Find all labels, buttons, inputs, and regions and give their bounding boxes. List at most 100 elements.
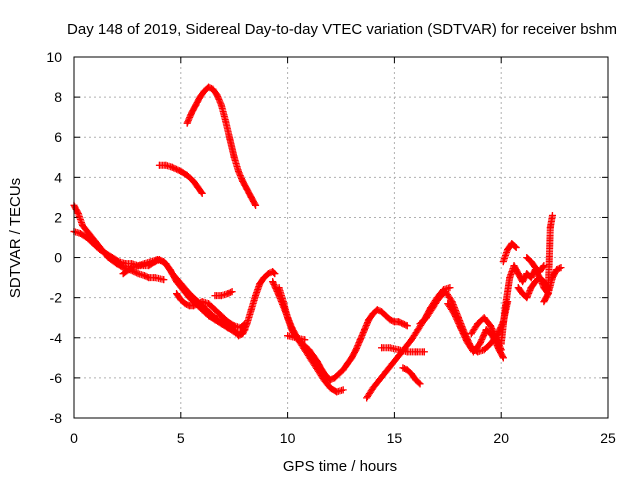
y-tick-label: 6 [54,129,62,145]
data-point [194,300,202,308]
data-point [281,308,289,316]
data-point [243,185,251,193]
data-point [546,223,554,231]
data-point [217,292,225,300]
data-point [487,322,495,330]
data-point [501,302,509,310]
data-point [230,153,238,161]
data-point [181,300,189,308]
y-tick-label: -6 [50,370,63,386]
data-point [162,260,170,268]
data-point [76,229,84,237]
data-point [168,163,176,171]
data-point [320,376,328,384]
data-point [527,274,535,282]
data-point [412,348,420,356]
data-point [177,296,185,304]
data-point [369,310,377,318]
data-point [386,344,394,352]
data-point [395,352,403,360]
data-point [412,376,420,384]
data-point [183,119,191,127]
data-point [487,340,495,348]
data-point [190,177,198,185]
data-points [70,83,565,402]
data-point [399,364,407,372]
data-point [190,302,198,310]
data-point [348,354,356,362]
data-point [256,280,264,288]
series-pass-7 [211,288,236,300]
data-point [407,370,415,378]
series-pass-10 [284,332,309,344]
x-tick-label: 25 [600,430,616,446]
data-point [403,322,411,330]
data-point [205,83,213,91]
series-pass-13 [399,364,424,388]
data-point [407,336,415,344]
data-point [499,354,507,362]
data-point [247,193,255,201]
data-point [217,101,225,109]
data-point [386,316,394,324]
y-tick-label: 2 [54,209,62,225]
data-point [531,264,539,272]
data-point [205,300,213,308]
data-point [228,288,236,296]
data-point [187,109,195,117]
data-point [119,270,127,278]
data-point [416,380,424,388]
data-point [198,298,206,306]
data-point [217,312,225,320]
data-point [307,356,315,364]
y-axis-ticks: -8 -6 -4 -2 0 2 4 6 8 10 [46,49,608,426]
data-point [85,229,93,237]
data-point [382,312,390,320]
data-point [252,292,260,300]
chart-title: Day 148 of 2019, Sidereal Day-to-day VTE… [67,21,617,38]
series-pass-20 [523,254,548,276]
data-point [168,270,176,278]
x-axis-label: GPS time / hours [283,458,397,475]
data-point [422,314,430,322]
data-point [96,246,104,254]
data-point [173,290,181,298]
y-tick-label: 4 [54,169,62,185]
data-point [177,167,185,175]
data-point [74,209,82,217]
y-axis-label: SDTVAR / TECUs [7,178,24,298]
data-point [527,258,535,266]
data-point [230,322,238,330]
data-point [482,326,490,334]
data-point [523,270,531,278]
data-point [378,344,386,352]
data-point [237,324,245,332]
data-point [326,376,334,384]
y-tick-label: 0 [54,250,62,266]
data-point [121,260,129,268]
data-point [192,101,200,109]
data-point [463,338,471,346]
data-point [442,288,450,296]
data-point [512,244,520,252]
data-point [527,284,535,292]
data-point [183,171,191,179]
data-point [108,254,116,262]
data-point [264,270,272,278]
data-point [194,183,202,191]
data-point [331,374,339,382]
data-point [360,326,368,334]
data-point [247,306,255,314]
data-point [506,274,514,282]
data-point [89,240,97,248]
data-point [260,274,268,282]
data-point [339,386,347,394]
data-point [378,308,386,316]
series-pass-17 [497,262,565,348]
x-tick-label: 0 [70,430,78,446]
data-point [284,332,292,340]
data-point [480,314,488,322]
data-point [339,366,347,374]
plot-frame [73,56,609,419]
data-point [226,135,234,143]
